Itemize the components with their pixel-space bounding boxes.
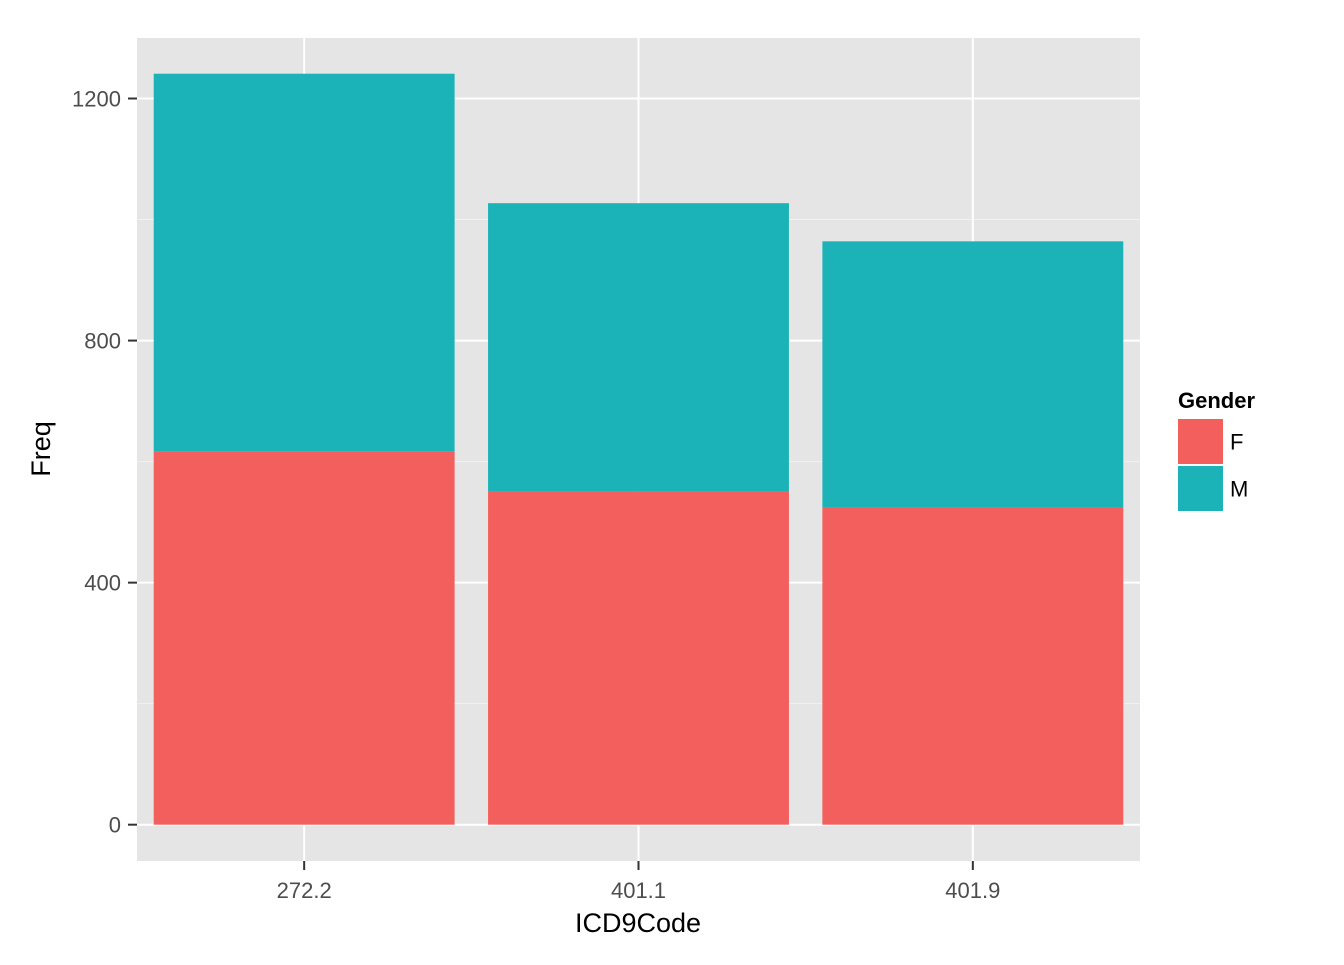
y-axis-title: Freq	[26, 421, 56, 477]
bar-segment-m	[488, 203, 789, 492]
y-tick-label: 400	[84, 571, 121, 596]
x-tick-label: 401.1	[611, 878, 666, 903]
legend: Gender FM	[1178, 388, 1255, 511]
bar-segment-f	[488, 491, 789, 825]
legend-key-f	[1178, 419, 1223, 464]
x-tick-label: 401.9	[945, 878, 1000, 903]
y-axis: 0 400 800 1200	[72, 87, 137, 838]
x-axis-title: ICD9Code	[575, 908, 701, 938]
y-tick-label: 1200	[72, 87, 121, 112]
legend-title: Gender	[1178, 388, 1255, 413]
y-tick-label: 800	[84, 329, 121, 354]
bar-segment-m	[822, 241, 1124, 508]
bar-segment-f	[822, 507, 1124, 825]
bars-group	[153, 73, 1124, 825]
bar-segment-f	[153, 451, 455, 825]
legend-label-m: M	[1230, 477, 1248, 502]
legend-label-f: F	[1230, 430, 1243, 455]
legend-key-m	[1178, 466, 1223, 511]
y-tick-label: 0	[109, 813, 121, 838]
x-axis: 272.2 401.1 401.9	[277, 861, 1000, 903]
x-tick-label: 272.2	[277, 878, 332, 903]
bar-segment-m	[153, 73, 455, 452]
